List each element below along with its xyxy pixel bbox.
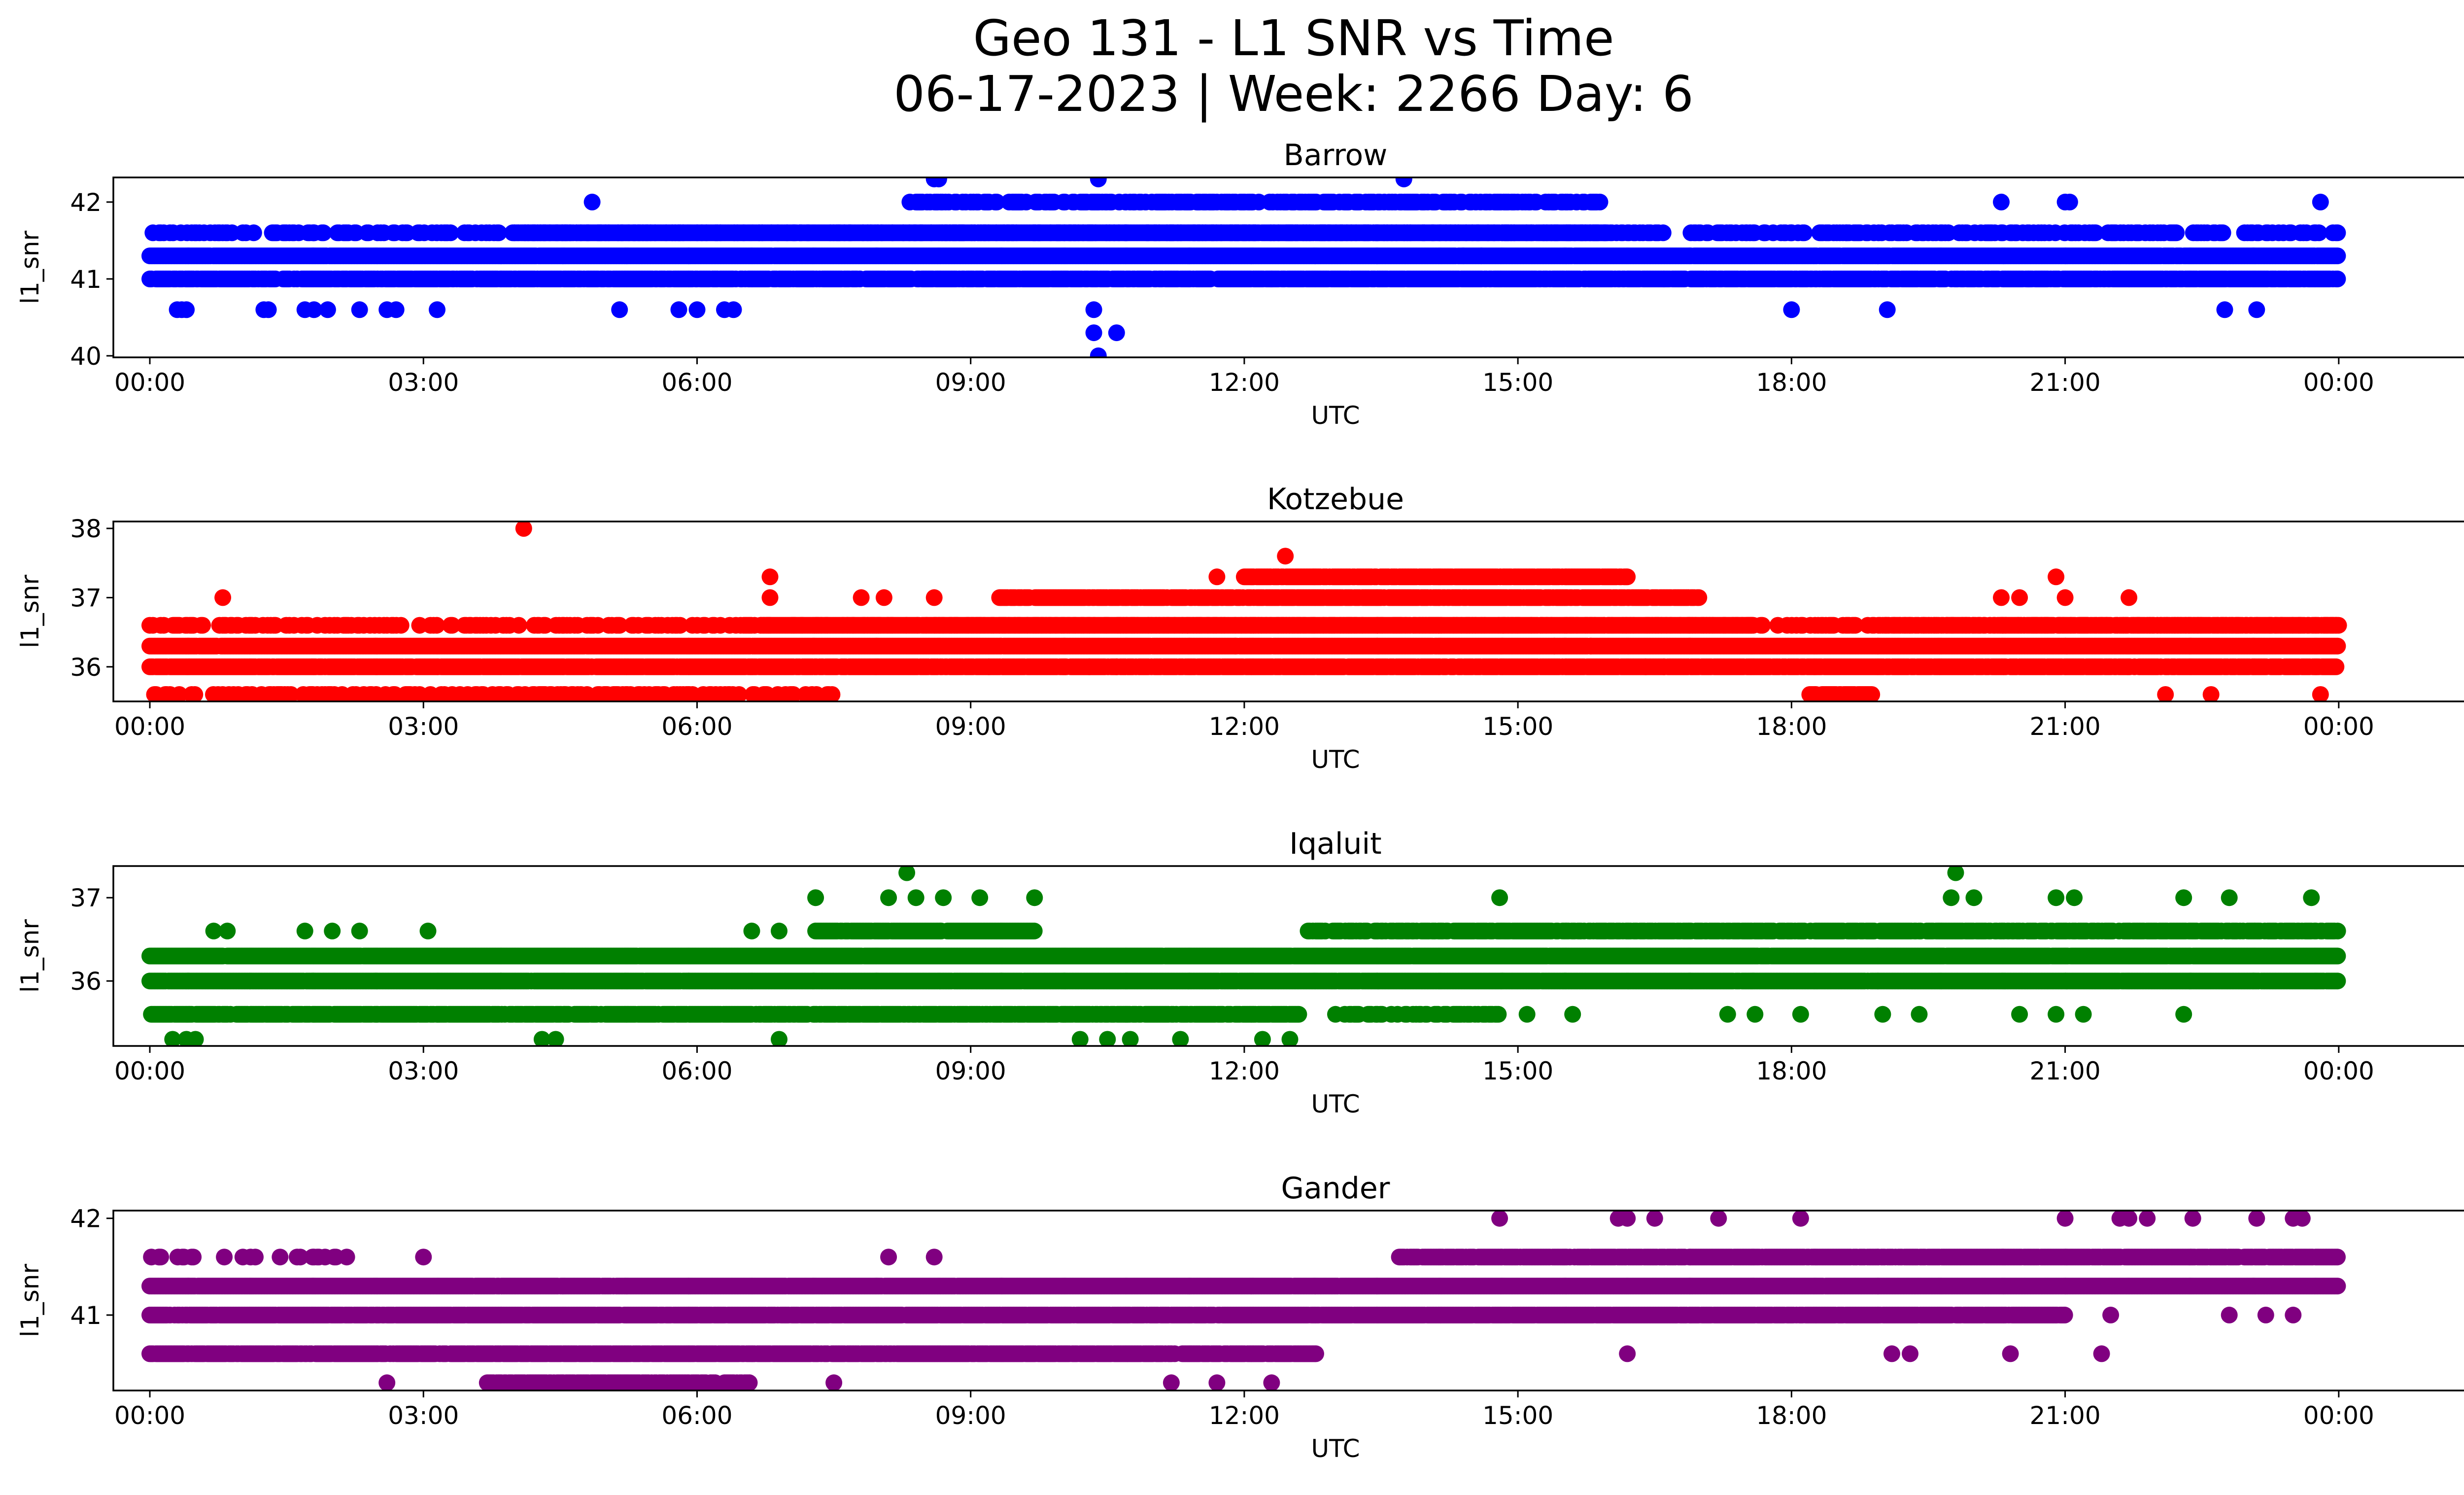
data-point: [2216, 301, 2233, 318]
data-point: [2214, 224, 2231, 242]
data-point: [1883, 224, 1900, 242]
x-tick-label: 12:00: [1209, 368, 1280, 397]
data-point: [1847, 617, 1864, 634]
data-point: [1783, 224, 1800, 242]
data-point: [1085, 301, 1102, 318]
x-axis-label: UTC: [1311, 401, 1360, 430]
data-point: [1755, 224, 1773, 242]
data-point: [962, 193, 979, 210]
data-point: [1090, 347, 1107, 357]
data-point: [1796, 224, 1813, 242]
data-point: [1085, 324, 1102, 342]
data-point: [2084, 224, 2101, 242]
data-point: [1655, 270, 1673, 287]
x-tick-label: 00:00: [114, 368, 185, 397]
subplot-panels: Barrow 00:00 03:00 06:00 09:00 12:00 15:00 18:0…: [16, 138, 2464, 1463]
data-point: [583, 193, 601, 210]
data-point: [429, 301, 445, 318]
figure-title-line-2: 06-17-2023 | Week: 2266 Day: 6: [893, 65, 1693, 123]
data-point: [1395, 177, 1412, 188]
data-point: [672, 617, 689, 634]
data-point: [1473, 247, 1490, 265]
data-point: [930, 177, 947, 188]
data-point: [387, 301, 405, 318]
data-point: [688, 301, 706, 318]
data-point: [319, 301, 336, 318]
data-point: [306, 301, 323, 318]
data-point: [1692, 224, 1709, 242]
data-points-kotzebue: [141, 522, 2347, 701]
subplot-title: Kotzebue: [1267, 482, 1404, 517]
data-point: [260, 301, 277, 318]
y-tick-label: 40: [70, 342, 102, 371]
data-point: [490, 224, 507, 242]
subplot-title: Barrow: [1284, 138, 1388, 173]
data-point: [670, 301, 687, 318]
figure-title-line-1: Geo 131 - L1 SNR vs Time: [973, 9, 1614, 67]
data-point: [2310, 224, 2327, 242]
data-point: [1783, 301, 1800, 318]
data-point: [351, 301, 368, 318]
data-point: [428, 617, 445, 634]
x-tick-label: 09:00: [935, 368, 1006, 397]
x-tick-label: 18:00: [1756, 368, 1827, 397]
data-point: [2329, 247, 2346, 265]
data-point: [988, 193, 1005, 210]
data-point: [611, 617, 628, 634]
data-points-barrow: [141, 177, 2346, 357]
x-tick-label: 06:00: [661, 368, 732, 397]
y-axis-label: l1_snr: [16, 231, 44, 304]
data-point: [2020, 270, 2037, 287]
data-point: [2329, 224, 2346, 242]
data-point: [194, 617, 211, 634]
data-point: [1263, 270, 1280, 287]
data-point: [2248, 301, 2265, 318]
y-tick-label: 41: [70, 265, 102, 294]
data-point: [510, 617, 527, 634]
data-point: [1090, 177, 1107, 188]
data-point: [2061, 193, 2078, 210]
data-point: [2312, 193, 2329, 210]
subplot-barrow: Barrow 00:00 03:00 06:00 09:00 12:00 15:00 18:0…: [16, 138, 2464, 430]
data-point: [725, 301, 742, 318]
data-point: [1599, 224, 1616, 242]
data-point: [2329, 270, 2346, 287]
data-point: [2168, 224, 2185, 242]
data-point: [611, 301, 628, 318]
x-tick-label: 03:00: [388, 368, 459, 397]
x-tick-label: 15:00: [1482, 368, 1553, 397]
data-point: [444, 617, 461, 634]
y-tick-label: 42: [70, 188, 102, 217]
data-point: [1030, 193, 1048, 210]
data-point: [2075, 270, 2092, 287]
data-point: [442, 224, 459, 242]
x-tick-label: 21:00: [2030, 368, 2101, 397]
data-point: [1879, 301, 1896, 318]
data-point: [1737, 224, 1754, 242]
data-point: [1108, 324, 1125, 342]
data-point: [245, 224, 262, 242]
data-point: [1591, 193, 1608, 210]
data-point: [2239, 224, 2256, 242]
data-point: [1654, 224, 1672, 242]
data-point: [1993, 193, 2010, 210]
data-point: [178, 301, 195, 318]
x-tick-label: 00:00: [2303, 368, 2374, 397]
data-point: [306, 224, 323, 242]
data-point: [1838, 224, 1855, 242]
data-point: [392, 617, 410, 634]
axes-frame: [112, 176, 2464, 358]
data-point: [1455, 247, 1472, 265]
